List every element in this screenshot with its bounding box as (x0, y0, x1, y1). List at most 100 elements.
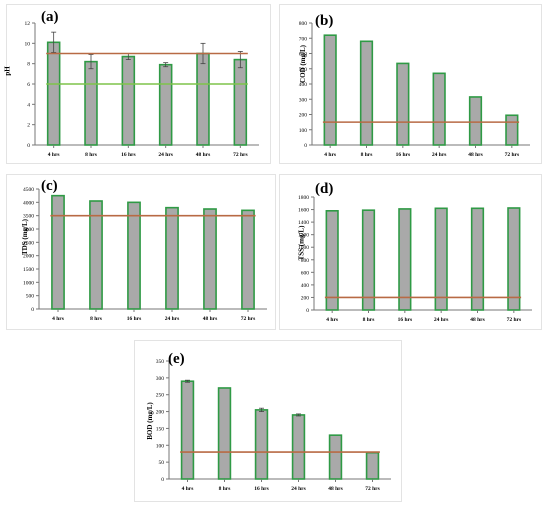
chart-panel-c: 0 500 1000 1500 2000 2500 3000 3500 4000 4500 4 hr… (6, 174, 276, 330)
y-tick-label: 8 (27, 62, 30, 68)
x-tick-label: 48 hrs (328, 486, 343, 492)
x-tick-label: 8 hrs (85, 152, 97, 158)
y-tick-label: 500 (299, 67, 308, 73)
y-tick-label: 250 (156, 393, 165, 399)
y-tick-label: 1600 (298, 208, 309, 214)
bar (89, 200, 103, 310)
chart-panel-a: 0 2 4 6 8 10 12 4 hrs 8 hrs 16 hrs 24 hrs 48 hrs 72 … (3, 4, 271, 164)
x-tick-label: 8 hrs (90, 316, 102, 322)
y-tick-label: 400 (299, 82, 308, 88)
bar (434, 207, 448, 311)
x-tick-label: 16 hrs (396, 152, 411, 158)
y-tick-label: 100 (299, 128, 308, 134)
bar (233, 58, 248, 146)
y-tick-label: 600 (301, 270, 310, 276)
y-tick-label: 200 (301, 295, 310, 301)
x-tick-label: 8 hrs (219, 486, 231, 492)
x-tick-label: 16 hrs (121, 152, 136, 158)
bar (432, 72, 446, 146)
x-tick-label: 48 hrs (203, 316, 218, 322)
x-tick-label: 24 hrs (158, 152, 173, 158)
x-tick-label: 72 hrs (365, 486, 380, 492)
bar (217, 387, 232, 480)
chart-panel-e: 0 50 100 150 200 250 300 350 4 hrs 8 hrs 16 hrs 24 … (134, 340, 402, 502)
x-tick-label: 4 hrs (326, 317, 338, 323)
y-axis-label-b: COD (mg/L) (298, 45, 307, 83)
bar (51, 194, 65, 310)
y-tick-label: 0 (27, 143, 30, 149)
x-tick-label: 72 hrs (241, 316, 256, 322)
x-tick-label: 72 hrs (233, 152, 248, 158)
y-tick-label: 2 (27, 123, 30, 129)
bar (396, 62, 410, 146)
y-tick-label: 300 (156, 376, 165, 382)
bar (507, 207, 521, 311)
chart-a-svg: 0 2 4 6 8 10 12 4 hrs 8 hrs 16 hrs 24 hrs 48 hrs 72 … (25, 21, 259, 158)
bar (365, 451, 380, 480)
y-tick-label: 200 (156, 410, 165, 416)
bar (203, 208, 217, 310)
bar (165, 206, 179, 310)
bar (468, 96, 483, 146)
bar (84, 60, 98, 146)
bar (359, 40, 374, 146)
bar (361, 209, 376, 311)
x-tick-label: 4 hrs (52, 316, 64, 322)
chart-c-svg: 0 500 1000 1500 2000 2500 3000 3500 4000 4500 4 hr… (23, 187, 267, 322)
chart-e-svg: 0 50 100 150 200 250 300 350 4 hrs 8 hrs 16 hrs 24 … (156, 359, 391, 492)
y-tick-label: 350 (156, 359, 165, 365)
bar (158, 63, 173, 146)
y-tick-label: 10 (25, 41, 31, 47)
y-tick-label: 150 (156, 426, 165, 432)
y-tick-label: 0 (161, 477, 164, 483)
y-axis-label-a: pH (3, 66, 12, 76)
x-tick-label: 24 hrs (291, 486, 306, 492)
y-tick-label: 1000 (298, 245, 309, 251)
y-axis-label-d: TSS (mg/L) (297, 225, 306, 261)
chart-d-svg: 0 200 400 600 800 1000 1200 1400 1600 1800 4 hrs 8 … (298, 195, 532, 323)
y-tick-label: 500 (26, 294, 35, 300)
bar (470, 207, 485, 311)
x-tick-label: 16 hrs (398, 317, 413, 323)
y-tick-label: 800 (301, 258, 310, 264)
x-tick-label: 16 hrs (127, 316, 142, 322)
y-tick-label: 600 (299, 52, 308, 58)
x-tick-label: 48 hrs (196, 152, 211, 158)
y-tick-label: 3000 (23, 227, 34, 233)
x-tick-label: 48 hrs (468, 152, 483, 158)
panel-label-e: (e) (168, 351, 185, 367)
x-tick-label: 4 hrs (324, 152, 336, 158)
x-tick-label: 24 hrs (432, 152, 447, 158)
x-tick-label: 24 hrs (165, 316, 180, 322)
y-tick-label: 3500 (23, 214, 34, 220)
y-tick-label: 6 (27, 82, 30, 88)
y-tick-label: 700 (299, 36, 308, 42)
y-axis-label-c: TDS (mg/L) (20, 219, 29, 255)
bar (241, 209, 255, 310)
chart-panel-b: 0 100 200 300 400 500 600 700 800 4 hrs 8 hrs 16 hr… (279, 4, 542, 164)
y-tick-label: 12 (25, 21, 31, 27)
bar (398, 208, 412, 311)
bar (196, 52, 210, 146)
x-tick-label: 4 hrs (182, 486, 194, 492)
y-tick-label: 100 (156, 443, 165, 449)
bar (254, 409, 269, 480)
bar (46, 41, 61, 146)
y-tick-label: 0 (306, 308, 309, 314)
bar (505, 114, 519, 146)
x-tick-label: 16 hrs (254, 486, 269, 492)
x-tick-label: 8 hrs (363, 317, 375, 323)
bar (328, 434, 343, 480)
x-tick-label: 48 hrs (470, 317, 485, 323)
y-tick-label: 400 (301, 283, 310, 289)
bar (121, 55, 136, 146)
y-tick-label: 2500 (23, 240, 34, 246)
y-tick-label: 4500 (23, 187, 34, 193)
y-tick-label: 1000 (23, 280, 34, 286)
x-tick-label: 8 hrs (361, 152, 373, 158)
bar (127, 201, 141, 310)
y-tick-label: 50 (159, 460, 165, 466)
chart-panel-d: 0 200 400 600 800 1000 1200 1400 1600 1800 4 hrs 8 … (279, 174, 542, 330)
y-tick-label: 800 (299, 21, 308, 27)
bar (291, 414, 306, 480)
